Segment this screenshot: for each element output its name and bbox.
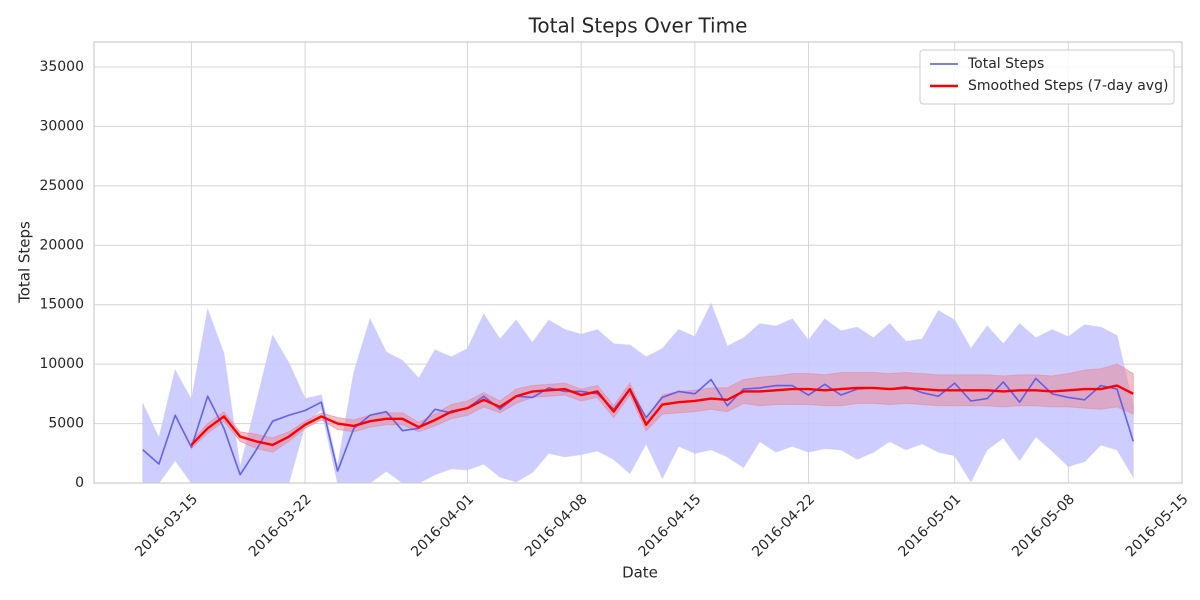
x-tick-label: 2016-03-15 — [132, 491, 201, 560]
x-tick-label: 2016-04-15 — [636, 491, 705, 560]
legend-label: Total Steps — [967, 56, 1044, 72]
range-band — [142, 302, 1134, 484]
y-axis-label: Total Steps — [16, 221, 34, 304]
data-line — [142, 377, 1135, 476]
chart-title: Total Steps Over Time — [528, 14, 748, 38]
y-tick-label: 0 — [75, 475, 84, 491]
x-tick-label: 2016-04-08 — [522, 491, 591, 560]
y-tick-label: 15000 — [39, 297, 84, 313]
x-tick-label: 2016-04-01 — [408, 491, 477, 560]
y-tick-label: 5000 — [48, 416, 84, 432]
x-tick-label: 2016-03-22 — [246, 491, 315, 560]
x-tick-label: 2016-04-22 — [749, 491, 818, 560]
y-tick-label: 20000 — [39, 237, 84, 253]
y-tick-label: 25000 — [39, 178, 84, 194]
x-axis-label: Date — [622, 564, 658, 582]
y-tick-label: 10000 — [39, 356, 84, 372]
x-tick-label: 2016-05-15 — [1123, 491, 1192, 560]
legend-box — [919, 49, 1175, 105]
plot-frame — [93, 41, 1183, 484]
x-tick-label: 2016-05-08 — [1009, 491, 1078, 560]
data-line — [190, 384, 1134, 447]
legend-label: Smoothed Steps (7-day avg) — [968, 78, 1168, 94]
y-tick-label: 35000 — [39, 59, 84, 75]
x-tick-label: 2016-05-01 — [895, 491, 964, 560]
y-tick-label: 30000 — [39, 118, 84, 134]
std-band — [190, 363, 1134, 453]
